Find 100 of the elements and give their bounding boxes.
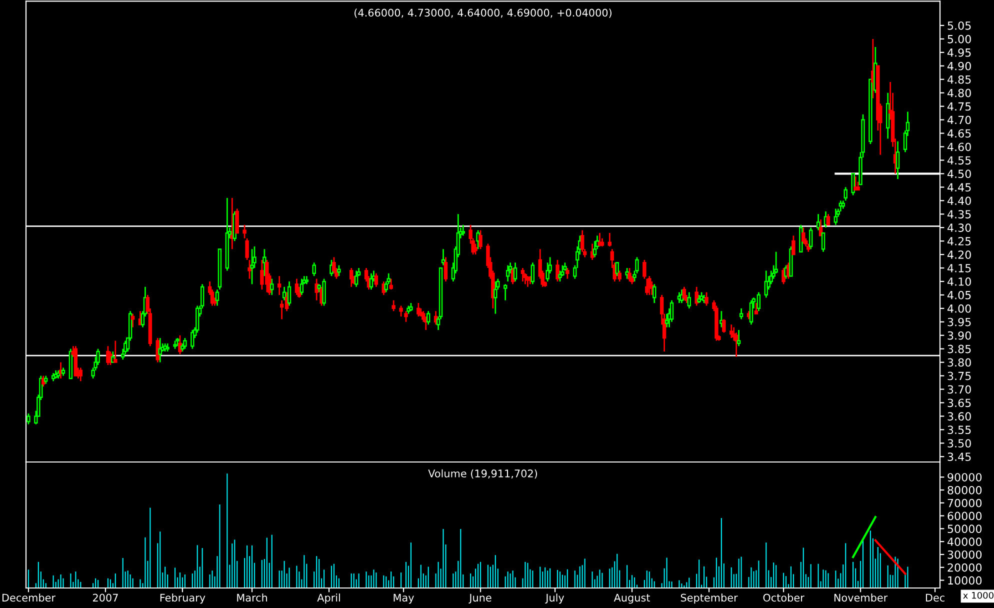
y-tick-label: 4.50 (947, 170, 971, 178)
candlestick (26, 412, 30, 425)
candlestick (808, 226, 813, 250)
x-tick-label: November (834, 594, 888, 602)
candlestick (608, 232, 612, 248)
y-tick-label: 4.10 (947, 277, 971, 286)
candlestick (461, 224, 465, 236)
candlestick (178, 334, 182, 355)
candlestick (558, 270, 562, 282)
y-tick-label: 5.05 (948, 21, 971, 30)
candlestick (349, 267, 354, 288)
y-tick-label: 3.55 (948, 426, 971, 434)
candlestick (792, 234, 796, 256)
candlestick (245, 238, 249, 261)
candlestick (580, 230, 584, 253)
candlestick (404, 310, 408, 323)
y-tick-label: 4.85 (947, 75, 971, 84)
y-tick-label: 60000 (948, 512, 982, 520)
candlestick (694, 286, 698, 306)
y-tick-label: 3.85 (948, 344, 971, 354)
y-tick-label: 90000 (948, 473, 982, 482)
candlestick (704, 292, 708, 306)
candlestick (566, 267, 570, 280)
y-tick-label: 3.45 (948, 452, 971, 461)
y-tick-label: 20000 (948, 563, 982, 572)
candlestick (392, 300, 396, 312)
y-tick-label: 4.80 (947, 88, 971, 98)
x-tick-label: October (763, 594, 804, 602)
y-tick-label: 4.15 (947, 264, 971, 272)
candlestick (235, 208, 239, 234)
candlestick (114, 340, 118, 363)
y-tick-label: 3.60 (948, 412, 971, 421)
candlestick (682, 286, 686, 302)
y-tick-label: 3.90 (948, 331, 971, 340)
y-tick-label: 3.50 (948, 439, 971, 448)
candlestick (844, 186, 848, 202)
y-tick-label: 80000 (948, 486, 982, 494)
candlestick (337, 264, 341, 277)
candlestick (312, 262, 316, 277)
candlestick (754, 302, 758, 314)
y-tick-label: 4.25 (947, 237, 971, 246)
y-tick-label: 5.00 (948, 34, 971, 44)
candlestick (444, 256, 448, 282)
candlestick (628, 267, 632, 282)
x-tick-label: December (2, 594, 56, 602)
candlestick (294, 278, 299, 296)
candlestick (896, 140, 900, 180)
y-tick-label: 50000 (948, 524, 982, 534)
candlestick (130, 313, 135, 328)
candlestick (270, 278, 274, 296)
candlestick (687, 292, 692, 310)
candlestick (520, 267, 525, 282)
candlestick (739, 308, 744, 320)
y-tick-label: 4.05 (947, 290, 971, 300)
candlestick (556, 259, 560, 282)
candlestick (642, 259, 646, 280)
candlestick (190, 329, 194, 350)
candlestick (816, 213, 820, 231)
candlestick (248, 259, 252, 280)
y-tick-label: 4.65 (947, 129, 971, 138)
candlestick (503, 283, 508, 302)
y-tick-label: 70000 (948, 498, 982, 508)
x-tick-label: May (394, 594, 414, 604)
y-tick-label: 3.65 (948, 398, 971, 408)
y-tick-label: 4.55 (947, 156, 971, 165)
y-tick-label: 4.90 (947, 62, 971, 70)
candlestick (506, 264, 510, 282)
candlestick (730, 324, 734, 339)
x-tick-label: July (545, 594, 564, 604)
candlestick (426, 310, 430, 326)
candlestick (262, 248, 266, 277)
candlestick (722, 318, 726, 334)
candlestick (851, 172, 855, 196)
candlestick (615, 262, 619, 277)
text: x 1000 (963, 592, 994, 599)
x-tick-label: April (317, 594, 340, 604)
x-tick-label: August (614, 594, 650, 604)
candlestick (821, 232, 826, 253)
y-tick-label: 4.95 (947, 48, 971, 57)
y-tick-label: 4.00 (947, 304, 971, 313)
y-tick-label: 10000 (948, 576, 982, 585)
candlestick (652, 283, 656, 304)
candlestick (183, 337, 187, 350)
candlestick (826, 213, 830, 226)
x-tick-label: February (160, 594, 206, 604)
candlestick (242, 224, 246, 240)
x-tick-label: September (680, 594, 738, 604)
candlestick (736, 329, 741, 347)
y-tick-label: 3.80 (948, 358, 971, 367)
y-tick-label: 4.20 (947, 250, 971, 259)
y-tick-label: 4.35 (947, 210, 971, 218)
candlestick (314, 278, 318, 302)
y-tick-label: 3.70 (948, 385, 971, 394)
candlestick (802, 226, 806, 244)
y-tick-label: 3.75 (948, 372, 971, 380)
candlestick (648, 275, 652, 296)
candlestick (416, 302, 420, 318)
y-tick-label: 4.70 (947, 116, 971, 124)
y-tick-label: 4.75 (947, 102, 971, 111)
candlestick (399, 305, 403, 318)
